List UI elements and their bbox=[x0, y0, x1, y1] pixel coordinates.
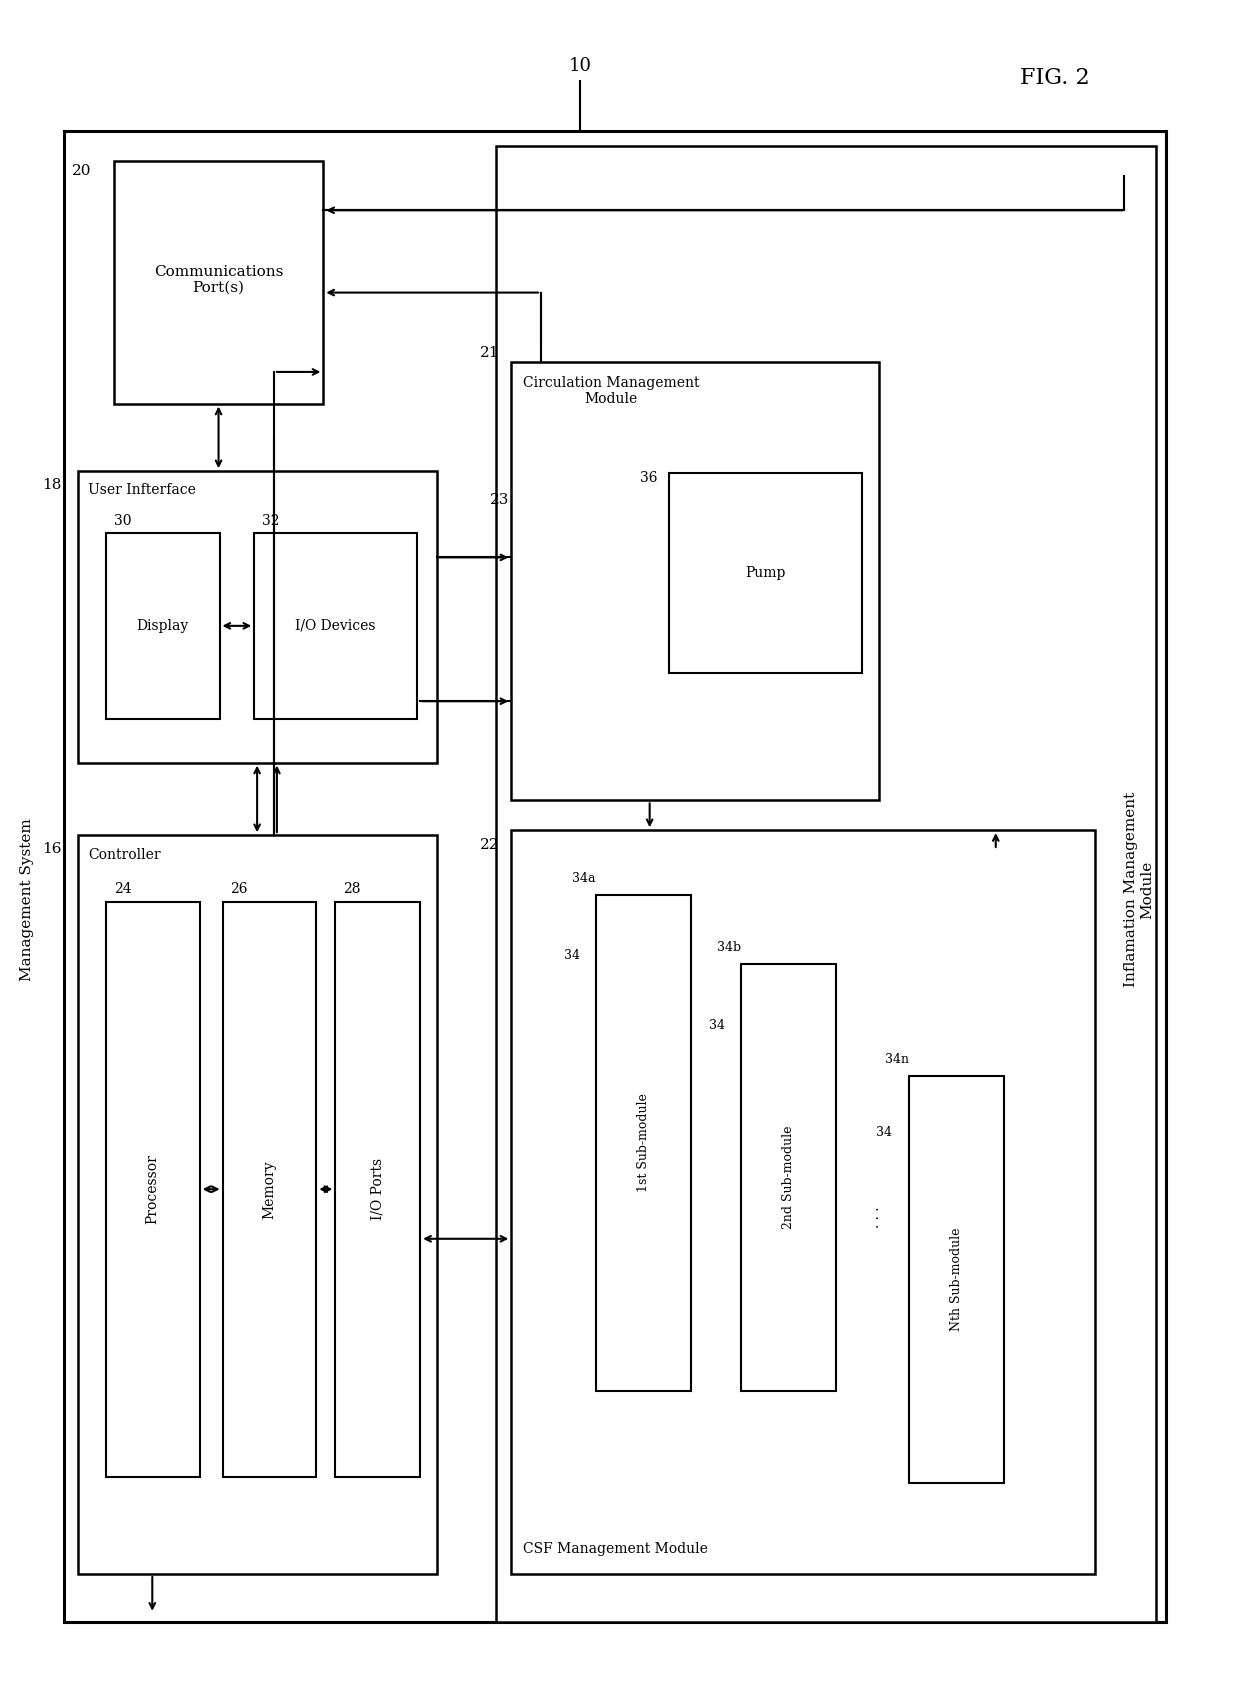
Bar bbox=[670, 474, 862, 674]
Text: User Infterface: User Infterface bbox=[88, 482, 196, 498]
Bar bbox=[496, 146, 1156, 1622]
Text: 28: 28 bbox=[343, 881, 361, 895]
Text: . . .: . . . bbox=[868, 1206, 882, 1228]
Text: Inflamation Management
Module: Inflamation Management Module bbox=[1123, 791, 1154, 987]
Text: 26: 26 bbox=[231, 881, 248, 895]
Text: 34: 34 bbox=[564, 949, 580, 963]
Text: 20: 20 bbox=[72, 163, 91, 178]
Text: 18: 18 bbox=[42, 479, 61, 492]
Text: 34a: 34a bbox=[572, 871, 595, 885]
Bar bbox=[78, 835, 436, 1574]
Text: 24: 24 bbox=[114, 881, 131, 895]
Bar bbox=[254, 533, 418, 718]
Text: Nth Sub-module: Nth Sub-module bbox=[950, 1228, 962, 1331]
Text: Pump: Pump bbox=[745, 565, 786, 581]
Text: Memory: Memory bbox=[262, 1160, 277, 1219]
Text: Controller: Controller bbox=[88, 847, 161, 863]
Text: 30: 30 bbox=[114, 514, 131, 528]
Bar bbox=[740, 964, 836, 1391]
Text: I/O Ports: I/O Ports bbox=[371, 1158, 384, 1221]
Text: Communications
Port(s): Communications Port(s) bbox=[154, 265, 283, 295]
Text: 34n: 34n bbox=[884, 1053, 909, 1066]
Text: 32: 32 bbox=[262, 514, 279, 528]
Text: 10: 10 bbox=[569, 58, 591, 75]
Text: I/O Devices: I/O Devices bbox=[295, 618, 376, 633]
Text: Display: Display bbox=[136, 618, 188, 633]
Bar bbox=[222, 902, 316, 1477]
Text: 2nd Sub-module: 2nd Sub-module bbox=[781, 1126, 795, 1229]
Text: 16: 16 bbox=[42, 842, 61, 856]
Text: 34: 34 bbox=[709, 1019, 725, 1032]
Text: 36: 36 bbox=[640, 470, 657, 486]
Text: 1st Sub-module: 1st Sub-module bbox=[637, 1094, 650, 1192]
Bar bbox=[511, 830, 1095, 1574]
Text: 34b: 34b bbox=[717, 941, 740, 954]
Bar bbox=[114, 161, 324, 404]
Text: Management System: Management System bbox=[20, 818, 33, 981]
Bar bbox=[64, 131, 1166, 1622]
Text: 21: 21 bbox=[480, 346, 500, 360]
Bar bbox=[596, 895, 691, 1391]
Text: Circulation Management
Module: Circulation Management Module bbox=[523, 375, 699, 406]
Text: 22: 22 bbox=[480, 839, 500, 852]
Text: 23: 23 bbox=[490, 492, 510, 508]
Text: 34: 34 bbox=[875, 1126, 892, 1139]
Bar bbox=[511, 362, 879, 800]
Text: CSF Management Module: CSF Management Module bbox=[523, 1542, 708, 1555]
Bar bbox=[909, 1077, 1003, 1482]
Bar bbox=[78, 470, 436, 762]
Bar bbox=[105, 533, 219, 718]
Bar bbox=[105, 902, 200, 1477]
Text: FIG. 2: FIG. 2 bbox=[1021, 68, 1090, 90]
Bar bbox=[335, 902, 420, 1477]
Text: Processor: Processor bbox=[145, 1155, 159, 1224]
